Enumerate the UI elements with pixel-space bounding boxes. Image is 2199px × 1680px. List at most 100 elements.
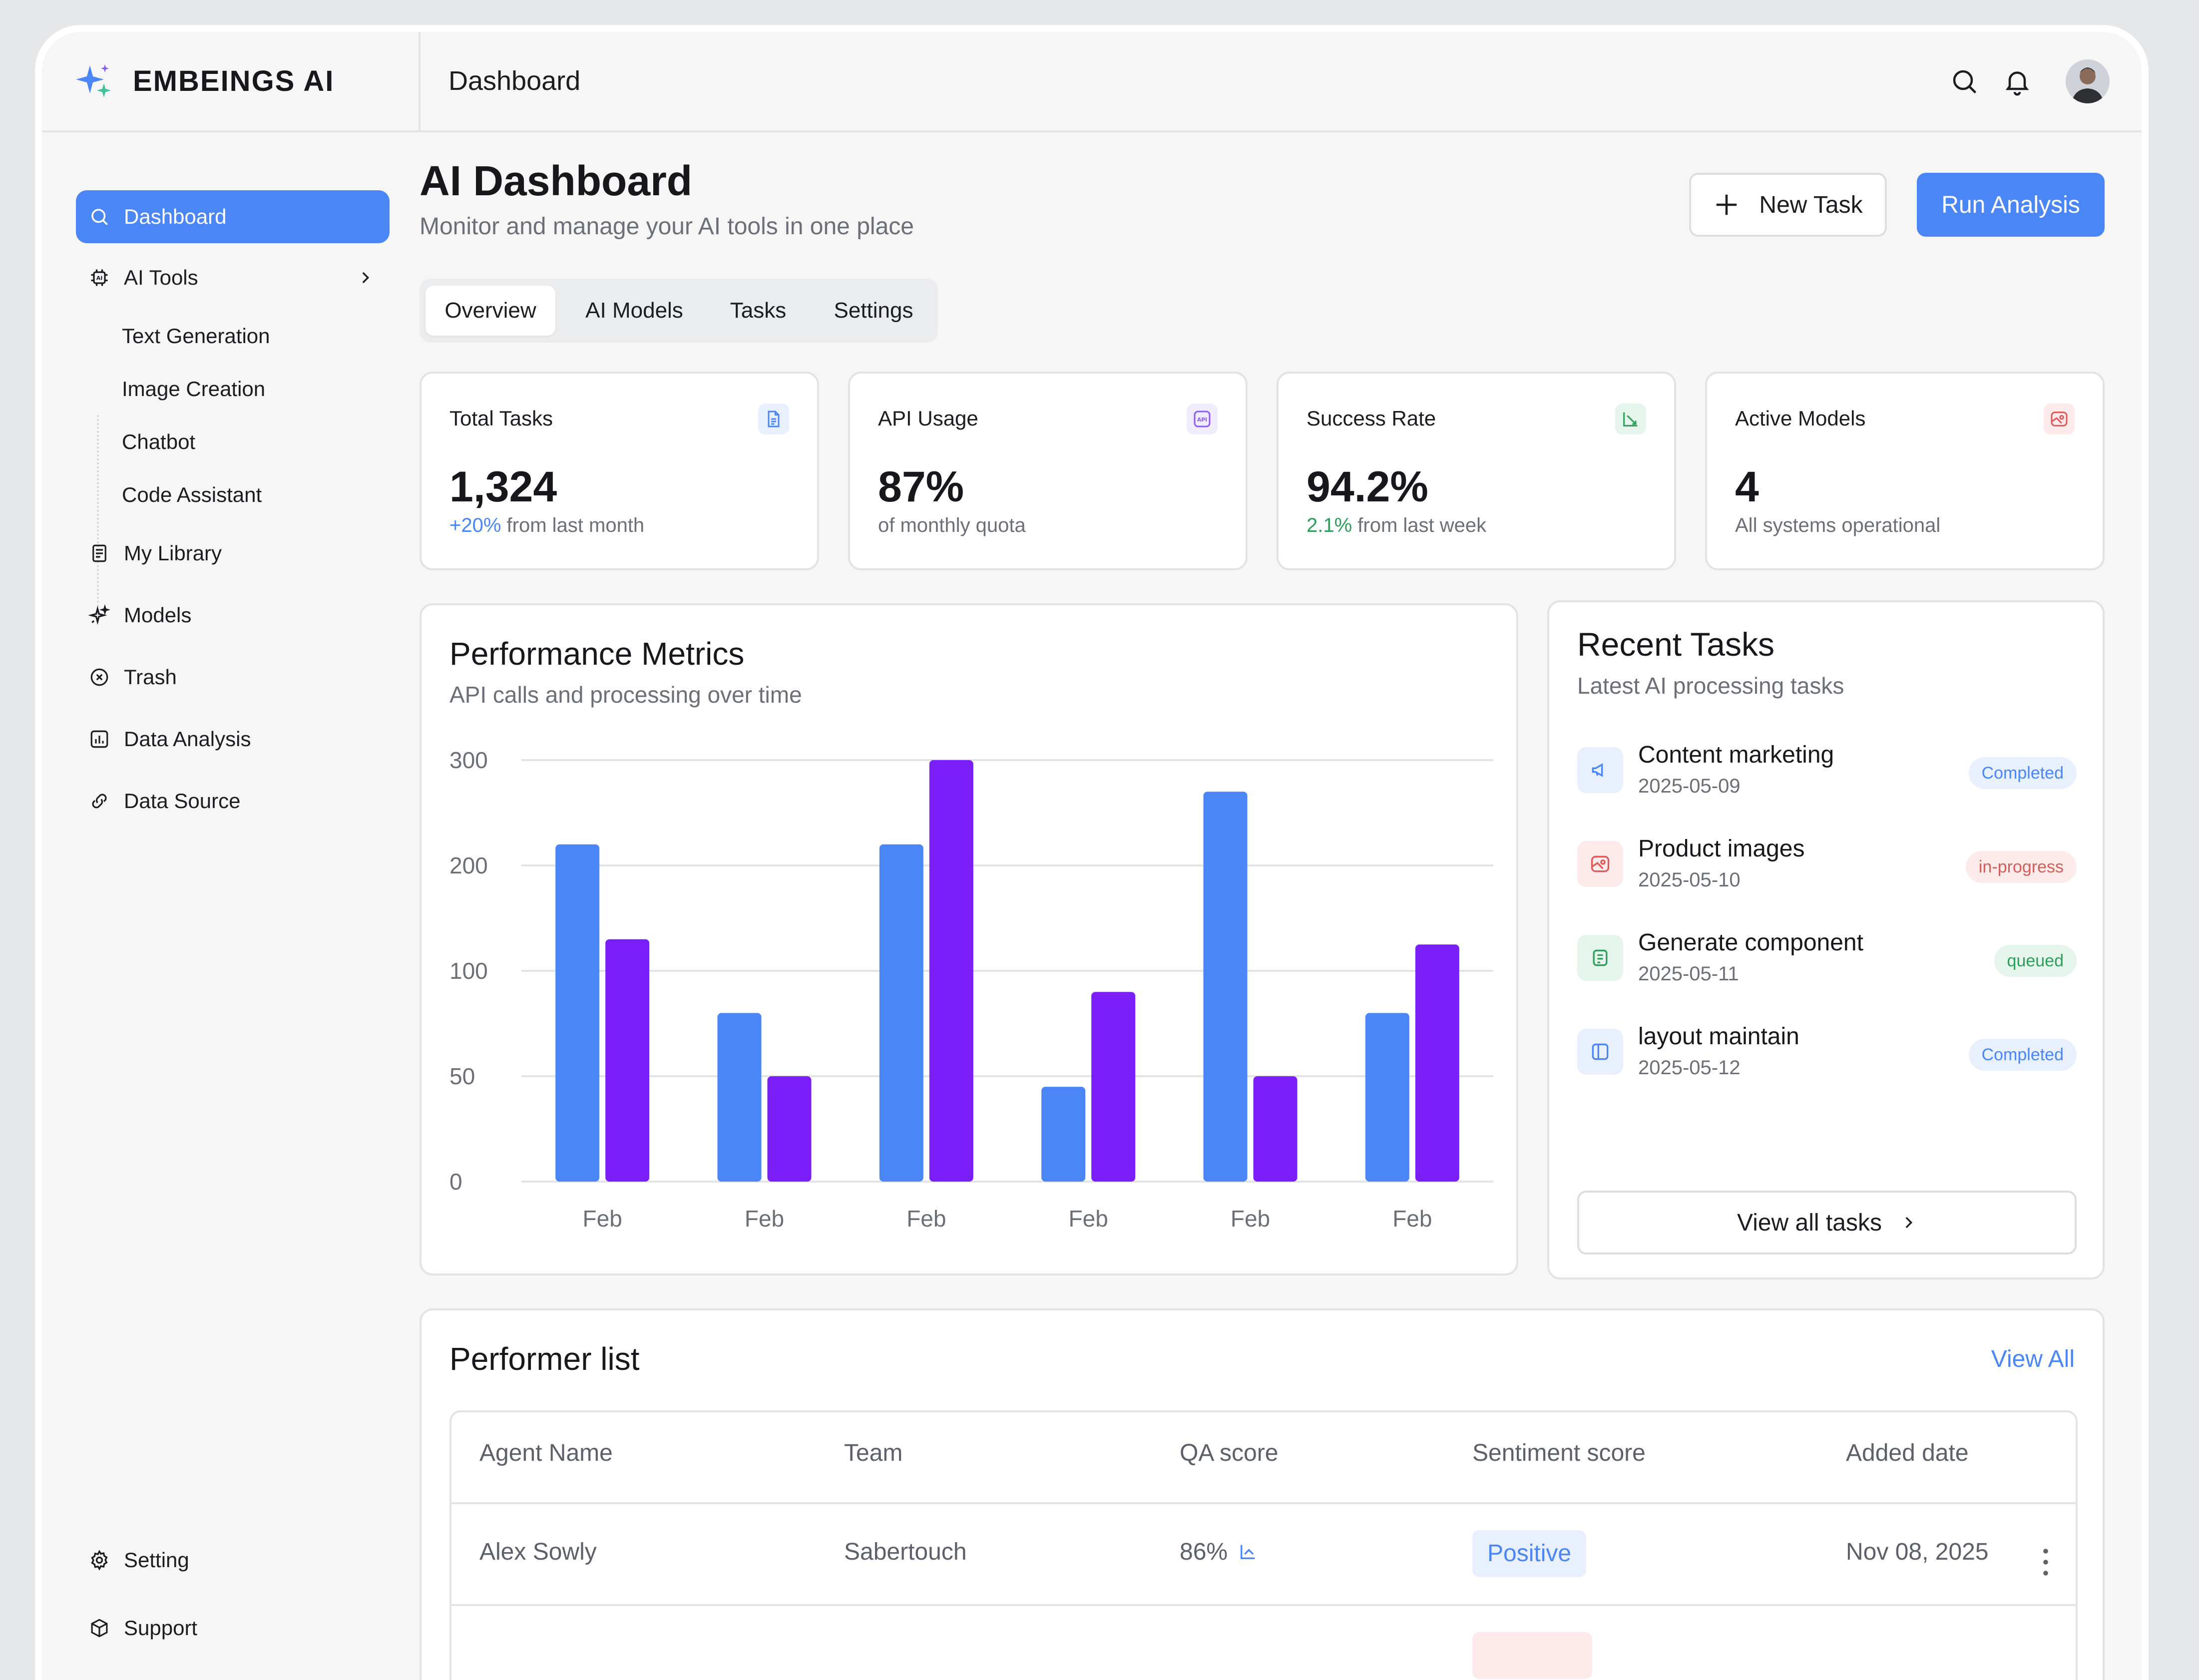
stat-highlight: 2.1% [1307,514,1352,536]
sidebar-subitem-chatbot[interactable]: Chatbot [122,430,196,453]
recent-tasks-subtitle: Latest AI processing tasks [1577,673,1844,699]
task-date: 2025-05-11 [1638,963,1739,985]
page-subtitle: Monitor and manage your AI tools in one … [420,213,914,240]
chart-bar-series-1[interactable] [1203,792,1248,1182]
task-row[interactable]: Content marketing 2025-05-09 Completed [1577,737,2077,802]
task-date: 2025-05-10 [1638,869,1741,891]
sidebar-item-label: Dashboard [124,205,227,228]
ai-chip-icon: AI [88,266,111,289]
search-icon[interactable] [1949,66,1980,97]
task-row[interactable]: Product images 2025-05-10 in-progress [1577,831,2077,896]
sidebar-subitem-text-generation[interactable]: Text Generation [122,324,270,348]
chevron-right-icon [362,272,370,284]
cell-added-date: Nov 08, 2025 [1846,1539,1989,1565]
library-icon [88,542,111,565]
cell-qa-score: 86% [1180,1538,1258,1566]
sidebar-item-my-library[interactable]: My Library [76,527,390,580]
sidebar-item-trash[interactable]: Trash [76,651,390,704]
column-header-agent-name[interactable]: Agent Name [479,1440,613,1466]
stat-note: +20% from last month [449,514,644,537]
chart-bar-series-2[interactable] [767,1076,812,1182]
sidebar-item-models[interactable]: Models [76,589,390,642]
column-header-team[interactable]: Team [844,1440,903,1466]
api-icon: API [1187,404,1218,434]
megaphone-icon [1577,747,1623,793]
tab-tasks[interactable]: Tasks [730,298,787,323]
y-tick-label: 0 [449,1169,462,1195]
chart-bar-series-2[interactable] [1091,992,1136,1182]
task-row[interactable]: layout maintain 2025-05-12 Completed [1577,1019,2077,1084]
tab-ai-models[interactable]: AI Models [585,298,683,323]
column-header-qa-score[interactable]: QA score [1180,1440,1279,1466]
task-row[interactable]: Generate component 2025-05-11 queued [1577,925,2077,990]
top-actions [1927,32,2110,130]
app-window: EMBEINGS AI Dashboard [42,32,2142,1680]
sidebar-item-label: Data Source [124,789,241,813]
cell-agent-name: Alex Sowly [479,1539,597,1565]
tab-overview[interactable]: Overview [426,286,555,336]
x-tick-label: Feb [906,1206,946,1232]
y-tick-label: 200 [449,852,488,878]
tab-bar: Overview AI Models Tasks Settings [420,279,938,343]
growth-icon [1615,404,1646,434]
sidebar-item-ai-tools[interactable]: AI AI Tools [76,251,390,304]
stat-note: of monthly quota [878,514,1026,536]
y-tick-label: 100 [449,958,488,984]
topbar-title: Dashboard [448,66,581,96]
top-bar: EMBEINGS AI Dashboard [42,32,2142,132]
chart-bar-series-1[interactable] [1041,1087,1086,1182]
x-tick-label: Feb [1069,1206,1108,1232]
y-tick-label: 300 [449,747,488,773]
chart-bar-series-1[interactable] [879,844,923,1182]
sidebar-item-data-analysis[interactable]: Data Analysis [76,713,390,766]
chart-bar-series-2[interactable] [1415,944,1459,1182]
sidebar-subitem-code-assistant[interactable]: Code Assistant [122,483,262,506]
table-row-divider [451,1604,2076,1606]
stat-value: 94.2% [1307,463,1428,511]
stat-label: Total Tasks [449,407,553,430]
gear-icon [88,1549,111,1572]
recent-tasks-card: Recent Tasks Latest AI processing tasks … [1547,600,2105,1279]
chart-bar-series-1[interactable] [555,844,600,1182]
y-tick-label: 50 [449,1063,475,1089]
stat-card-success-rate: Success Rate 94.2% 2.1% from last week [1277,372,1676,570]
svg-text:AI: AI [96,275,103,282]
view-all-link[interactable]: View All [1991,1346,2075,1372]
stat-value: 1,324 [449,463,557,511]
sidebar-item-setting[interactable]: Setting [76,1534,390,1587]
sidebar-subitem-image-creation[interactable]: Image Creation [122,377,266,401]
column-header-added-date[interactable]: Added date [1846,1440,1969,1466]
stat-card-active-models: Active Models 4 All systems operational [1705,372,2105,570]
sidebar-item-support[interactable]: Support [76,1602,390,1655]
run-analysis-button[interactable]: Run Analysis [1917,173,2105,237]
sidebar: Dashboard AI AI Tools Text Generation Im… [42,130,419,1680]
sidebar-item-dashboard[interactable]: Dashboard [76,190,390,243]
brand[interactable]: EMBEINGS AI [74,32,334,130]
view-all-tasks-button[interactable]: View all tasks [1577,1191,2077,1255]
new-task-button[interactable]: New Task [1689,173,1887,237]
sidebar-item-data-source[interactable]: Data Source [76,775,390,828]
sidebar-item-label: My Library [124,541,222,565]
column-header-sentiment-score[interactable]: Sentiment score [1472,1440,1646,1466]
task-date: 2025-05-09 [1638,775,1741,797]
chart-bar-series-1[interactable] [1365,1013,1409,1182]
more-options-icon[interactable] [2043,1547,2049,1577]
chart-bar-series-2[interactable] [605,939,650,1182]
tab-settings[interactable]: Settings [834,298,913,323]
trend-icon [1241,1545,1255,1559]
performance-card: Performance Metrics API calls and proces… [420,603,1518,1275]
qa-score-value: 86% [1180,1539,1228,1565]
task-date: 2025-05-12 [1638,1057,1741,1079]
bell-icon[interactable] [2002,66,2033,97]
chart-bar-series-1[interactable] [717,1013,762,1182]
cube-icon [88,1617,111,1640]
chart-bar-series-2[interactable] [1253,1076,1298,1182]
task-name: Generate component [1638,929,1863,956]
link-icon [88,790,111,813]
view-all-tasks-label: View all tasks [1737,1209,1882,1236]
avatar[interactable] [2066,59,2110,103]
recent-tasks-title: Recent Tasks [1577,626,1774,663]
performer-table: Agent Name Team QA score Sentiment score… [449,1410,2078,1680]
sidebar-item-label: Trash [124,665,177,689]
chart-bar-series-2[interactable] [929,760,973,1182]
